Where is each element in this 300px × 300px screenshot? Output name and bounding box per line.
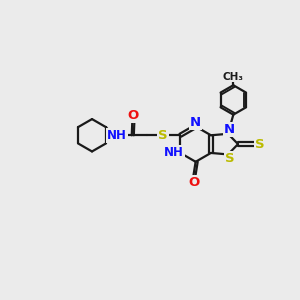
Text: S: S (225, 152, 234, 165)
Text: N: N (224, 123, 235, 136)
Text: S: S (255, 138, 265, 151)
Text: S: S (158, 129, 168, 142)
Text: O: O (127, 109, 139, 122)
Text: O: O (188, 176, 200, 189)
Text: CH₃: CH₃ (223, 72, 244, 82)
Text: NH: NH (164, 146, 184, 159)
Text: NH: NH (107, 129, 127, 142)
Text: N: N (190, 116, 201, 129)
